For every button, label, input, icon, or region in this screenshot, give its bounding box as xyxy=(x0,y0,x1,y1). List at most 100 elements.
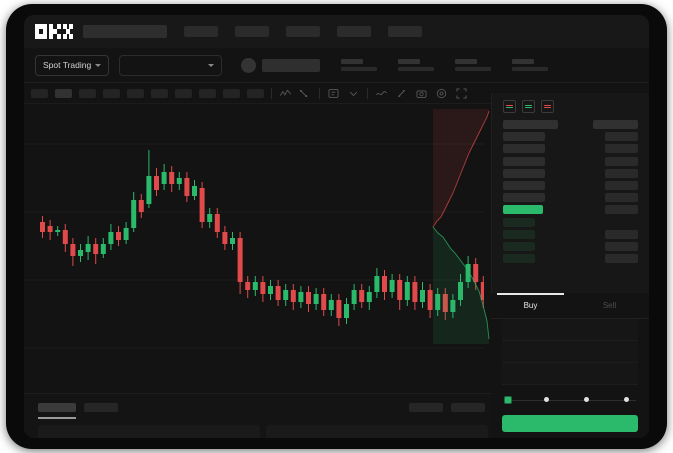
timeframe-button-4[interactable] xyxy=(103,88,120,98)
search-input[interactable] xyxy=(83,25,167,38)
tab-sell[interactable]: Sell xyxy=(570,293,649,318)
tablet-device-frame: Spot Trading xyxy=(6,4,667,449)
volume-series xyxy=(24,104,484,393)
buy-sell-tab-group: Buy Sell xyxy=(491,293,649,319)
order-book-size xyxy=(605,229,638,239)
stat-label xyxy=(455,59,478,64)
orderbook-mode-asks[interactable] xyxy=(541,100,554,113)
order-book-price xyxy=(503,229,535,239)
timeframe-button-9[interactable] xyxy=(223,88,240,98)
price-chart[interactable] xyxy=(24,104,484,393)
order-book-price xyxy=(503,144,545,154)
panel-right xyxy=(266,425,488,438)
order-book-row[interactable] xyxy=(492,120,649,129)
order-book-rows xyxy=(492,120,649,264)
slider-stop-50[interactable] xyxy=(584,397,589,402)
slider-stop-25[interactable] xyxy=(544,397,549,402)
timeframe-button-10[interactable] xyxy=(247,88,264,98)
orders-panel xyxy=(24,393,491,438)
order-entry-form xyxy=(491,319,649,438)
order-book-row[interactable] xyxy=(492,229,649,239)
line-chart-icon[interactable] xyxy=(375,87,388,100)
order-book-mode-group xyxy=(492,93,649,113)
app-screen: Spot Trading xyxy=(24,15,649,438)
market-stat-1 xyxy=(341,59,378,71)
timeframe-button-6[interactable] xyxy=(151,88,168,98)
tab-open-orders[interactable] xyxy=(38,403,76,412)
timeframe-button-5[interactable] xyxy=(127,88,144,98)
text-tool-icon[interactable] xyxy=(327,87,340,100)
nav-item-3[interactable] xyxy=(286,26,320,37)
order-book-price xyxy=(503,193,545,203)
timeframe-button-1[interactable] xyxy=(31,88,48,98)
indicator-icon[interactable] xyxy=(279,87,292,100)
order-book-row[interactable] xyxy=(492,132,649,142)
timeframe-button-2[interactable] xyxy=(55,88,72,98)
order-book-row[interactable] xyxy=(492,156,649,166)
okx-logo[interactable] xyxy=(35,24,73,39)
order-book-price xyxy=(503,156,545,166)
compare-icon[interactable] xyxy=(395,87,408,100)
price-field[interactable] xyxy=(502,319,638,341)
order-book-size xyxy=(605,156,638,166)
order-book-price xyxy=(503,132,545,142)
order-book-price xyxy=(503,241,535,251)
settings-icon[interactable] xyxy=(435,87,448,100)
order-book-row[interactable] xyxy=(492,144,649,154)
chevron-down-icon[interactable] xyxy=(347,87,360,100)
nav-item-4[interactable] xyxy=(337,26,371,37)
order-book-row[interactable] xyxy=(492,241,649,251)
camera-icon[interactable] xyxy=(415,87,428,100)
market-stat-2 xyxy=(398,59,435,71)
order-book-row[interactable] xyxy=(492,217,649,227)
orderbook-mode-both[interactable] xyxy=(503,100,516,113)
order-book-row[interactable] xyxy=(492,180,649,190)
order-book-price xyxy=(503,120,558,129)
order-book-size xyxy=(605,132,638,142)
stat-label xyxy=(512,59,535,64)
spot-trading-dropdown[interactable]: Spot Trading xyxy=(35,54,110,76)
order-book-row[interactable] xyxy=(492,254,649,264)
slider-stop-75[interactable] xyxy=(624,397,629,402)
tab-order-history[interactable] xyxy=(84,403,118,412)
market-stat-3 xyxy=(455,59,492,71)
percent-slider[interactable] xyxy=(504,395,636,405)
order-book-row[interactable] xyxy=(492,193,649,203)
coin-icon xyxy=(241,57,257,73)
fullscreen-icon[interactable] xyxy=(455,87,468,100)
submit-buy-button[interactable] xyxy=(502,415,638,432)
timeframe-button-8[interactable] xyxy=(199,88,216,98)
order-book-row[interactable] xyxy=(492,205,649,215)
mode-line xyxy=(544,107,551,109)
stat-value xyxy=(398,66,435,71)
amount-field[interactable] xyxy=(502,341,638,363)
trendline-icon[interactable] xyxy=(299,87,312,100)
order-book-size xyxy=(605,180,638,190)
order-book-size xyxy=(605,241,638,251)
market-stat-4 xyxy=(512,59,549,71)
timeframe-button-3[interactable] xyxy=(79,88,96,98)
tab-sell-label: Sell xyxy=(602,301,617,310)
timeframe-button-7[interactable] xyxy=(175,88,192,98)
mode-line xyxy=(525,107,532,109)
nav-item-5[interactable] xyxy=(388,26,422,37)
order-book-size xyxy=(605,193,638,203)
order-book-row[interactable] xyxy=(492,168,649,178)
order-book-price xyxy=(503,205,543,215)
slider-handle[interactable] xyxy=(504,395,512,404)
order-book-panel xyxy=(491,93,649,293)
nav-item-2[interactable] xyxy=(235,26,269,37)
stat-value xyxy=(455,66,492,71)
nav-item-1[interactable] xyxy=(184,26,218,37)
total-field[interactable] xyxy=(502,363,638,385)
tab-buy[interactable]: Buy xyxy=(491,293,570,318)
orderbook-mode-bids[interactable] xyxy=(522,100,535,113)
trading-pair-select[interactable] xyxy=(119,54,223,76)
last-price xyxy=(262,58,321,72)
chart-toolbar xyxy=(24,83,649,104)
tab-action-2[interactable] xyxy=(451,403,485,412)
tab-action-1[interactable] xyxy=(409,403,443,412)
order-book-price xyxy=(503,168,545,178)
mode-line xyxy=(506,107,513,109)
order-book-size xyxy=(605,254,638,264)
